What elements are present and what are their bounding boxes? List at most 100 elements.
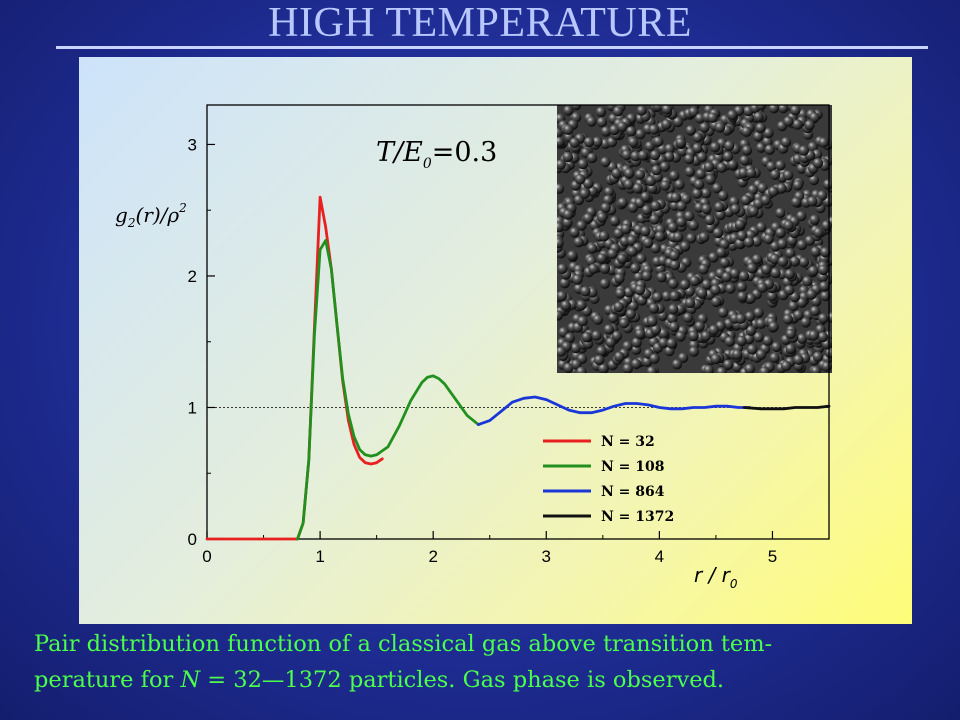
caption-line-2-prefix: perature for [34, 667, 181, 693]
particle [785, 343, 796, 355]
particle [583, 178, 594, 189]
particle [784, 269, 795, 280]
particle [781, 360, 792, 372]
particle [677, 352, 689, 363]
particle [819, 281, 830, 292]
particle [809, 305, 821, 317]
particle [660, 180, 671, 191]
particle [667, 222, 679, 233]
particle [755, 318, 767, 329]
annotation-main: T/E [376, 137, 423, 168]
particle [734, 238, 746, 249]
particle [737, 291, 748, 302]
particle [762, 136, 773, 148]
particle [557, 310, 563, 321]
particle [808, 330, 819, 341]
particle [586, 116, 597, 127]
particle [796, 239, 808, 251]
legend-label-2: N = 864 [601, 484, 665, 500]
particle [810, 365, 822, 373]
particle [716, 366, 727, 373]
annotation-sub: 0 [423, 156, 432, 172]
particle [700, 188, 712, 199]
particle [821, 220, 832, 231]
particle [736, 281, 747, 293]
particle [806, 289, 817, 300]
particle [613, 301, 624, 313]
particle [656, 272, 667, 283]
particle [782, 314, 794, 325]
particle [770, 169, 781, 180]
particle [768, 321, 779, 332]
particle [661, 291, 672, 302]
particle [746, 263, 758, 274]
particle [776, 183, 787, 194]
particle [622, 363, 633, 373]
particle [718, 190, 729, 201]
particle [766, 161, 777, 172]
y-axis-label-sub: 2 [127, 216, 136, 230]
particle [600, 202, 611, 213]
particle [669, 250, 680, 261]
particle [628, 137, 639, 148]
particle [573, 237, 584, 248]
particle [755, 349, 767, 360]
particle [596, 117, 608, 128]
particle [783, 116, 794, 127]
particle [745, 325, 757, 336]
particle [623, 179, 634, 190]
particle [563, 124, 574, 135]
particle [557, 136, 565, 148]
x-axis-label: r / r0 [694, 563, 738, 591]
particle [557, 183, 565, 194]
particle [560, 300, 571, 311]
particle [741, 126, 752, 137]
particle [569, 137, 580, 148]
particle-snapshot-inset [557, 105, 832, 373]
particle [576, 300, 587, 311]
particle [822, 179, 832, 190]
particle [649, 150, 661, 161]
particle [763, 127, 774, 139]
annotation-temperature: T/E0=0.3 [376, 137, 497, 172]
particle [708, 252, 719, 263]
particle [654, 231, 666, 242]
particle [630, 151, 641, 162]
particle [793, 354, 804, 365]
particle [704, 214, 715, 226]
particle [637, 150, 649, 161]
particle [762, 335, 773, 346]
particle [789, 291, 801, 303]
particle [620, 223, 632, 235]
particle [730, 204, 741, 215]
particle [734, 219, 746, 230]
particle [628, 300, 639, 312]
particle [756, 222, 767, 233]
particle [574, 174, 586, 185]
particle [679, 241, 691, 252]
particle [632, 183, 643, 194]
particle [641, 270, 652, 282]
particle [744, 363, 755, 373]
caption-line-2-suffix: particles. Gas phase is observed. [341, 667, 725, 693]
particle [557, 159, 566, 170]
caption-line-2-var: N [180, 667, 201, 693]
particle [812, 351, 823, 362]
particle [557, 263, 568, 274]
particle [674, 179, 685, 190]
particle [625, 309, 636, 320]
particle [777, 238, 788, 250]
particle [636, 253, 647, 264]
y-tick-label: 2 [188, 267, 197, 286]
particle [729, 268, 741, 279]
x-axis-label-main: r / r [694, 563, 732, 587]
particle [777, 256, 789, 267]
particle [676, 201, 687, 212]
particle [775, 207, 786, 219]
particle [630, 263, 641, 274]
particle [698, 264, 709, 275]
title-rule [56, 46, 928, 49]
particle [738, 167, 749, 179]
particle [640, 191, 651, 203]
particle [817, 331, 829, 343]
